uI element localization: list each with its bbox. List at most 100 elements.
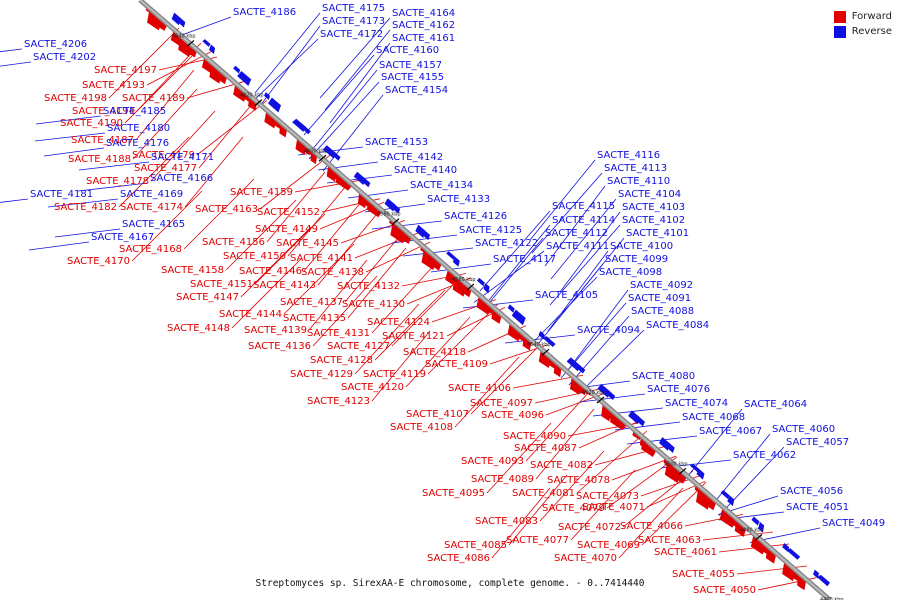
reverse-gene-label: SACTE_4165 bbox=[122, 219, 185, 230]
forward-gene-label: SACTE_4159 bbox=[230, 187, 293, 198]
forward-gene-label: SACTE_4152 bbox=[257, 207, 320, 218]
reverse-leader-line bbox=[28, 241, 90, 251]
reverse-leader-line bbox=[547, 250, 609, 332]
reverse-leader-line bbox=[479, 210, 551, 292]
reverse-gene-arrow bbox=[542, 336, 556, 347]
map-caption: Streptomyces sp. SirexAA-E chromosome, c… bbox=[255, 578, 645, 589]
reverse-leader-line bbox=[681, 408, 743, 484]
forward-leader-line bbox=[259, 154, 331, 210]
forward-gene-label: SACTE_4135 bbox=[283, 313, 346, 324]
reverse-leader-line bbox=[303, 54, 375, 136]
reverse-gene-arrow bbox=[538, 330, 545, 340]
forward-leader-line bbox=[374, 289, 446, 361]
legend-reverse: Reverse bbox=[833, 24, 892, 39]
reverse-gene-label: SACTE_4116 bbox=[597, 150, 660, 161]
forward-gene-label: SACTE_4174 bbox=[120, 202, 183, 213]
reverse-gene-arrow bbox=[727, 495, 735, 507]
forward-gene-label: SACTE_4130 bbox=[342, 299, 405, 310]
forward-gene-label: SACTE_4119 bbox=[363, 369, 426, 380]
forward-gene-label: SACTE_4146 bbox=[239, 266, 302, 277]
forward-leader-line bbox=[287, 185, 347, 257]
forward-gene-label: SACTE_4095 bbox=[422, 488, 485, 499]
forward-gene-label: SACTE_4143 bbox=[253, 280, 316, 291]
reverse-gene-label: SACTE_4155 bbox=[381, 72, 444, 83]
reverse-leader-line bbox=[77, 182, 149, 192]
reverse-gene-label: SACTE_4161 bbox=[392, 33, 455, 44]
reverse-gene-label: SACTE_4056 bbox=[780, 486, 843, 497]
reverse-gene-label: SACTE_4110 bbox=[607, 176, 670, 187]
forward-gene-label: SACTE_4124 bbox=[367, 317, 430, 328]
forward-leader-line bbox=[405, 316, 471, 388]
reverse-gene-arrow bbox=[329, 150, 341, 161]
forward-gene-label: SACTE_4063 bbox=[638, 535, 701, 546]
reverse-leader-line bbox=[614, 421, 681, 431]
reverse-leader-line bbox=[78, 161, 150, 171]
forward-gene-label: SACTE_4087 bbox=[514, 443, 577, 454]
forward-leader-line bbox=[535, 408, 595, 480]
forward-gene-label: SACTE_4079 bbox=[542, 503, 605, 514]
reverse-gene-label: SACTE_4162 bbox=[392, 20, 455, 31]
tick-label: 4580 kbp bbox=[377, 212, 401, 218]
forward-leader-line bbox=[308, 259, 368, 331]
reverse-leader-line bbox=[322, 94, 384, 172]
reverse-gene-label: SACTE_4051 bbox=[786, 502, 849, 513]
reverse-gene-arrow bbox=[758, 521, 765, 533]
forward-gene-label: SACTE_4158 bbox=[161, 265, 224, 276]
reverse-gene-label: SACTE_4057 bbox=[786, 437, 849, 448]
tick-label: 4480 kbp bbox=[740, 527, 764, 533]
forward-leader-line bbox=[266, 171, 326, 243]
reverse-gene-label: SACTE_4115 bbox=[552, 201, 615, 212]
reverse-leader-line bbox=[473, 250, 545, 303]
forward-gene-label: SACTE_4147 bbox=[176, 292, 239, 303]
forward-leader-line bbox=[254, 213, 326, 285]
reverse-gene-label: SACTE_4140 bbox=[394, 165, 457, 176]
reverse-gene-arrow bbox=[178, 17, 186, 28]
reverse-leader-line bbox=[0, 48, 23, 53]
reverse-gene-label: SACTE_4169 bbox=[120, 189, 183, 200]
tick-mark bbox=[596, 396, 605, 404]
reverse-leader-line bbox=[504, 334, 576, 344]
reverse-gene-label: SACTE_4134 bbox=[410, 180, 473, 191]
forward-gene-label: SACTE_4145 bbox=[276, 238, 339, 249]
forward-leader-line bbox=[618, 487, 684, 559]
reverse-leader-line bbox=[560, 302, 627, 379]
tick-mark bbox=[678, 467, 687, 475]
reverse-gene-label: SACTE_4102 bbox=[622, 215, 685, 226]
forward-gene-label: SACTE_4128 bbox=[310, 355, 373, 366]
forward-gene-label: SACTE_4066 bbox=[620, 521, 683, 532]
reverse-leader-line bbox=[559, 211, 621, 293]
legend-forward-label: Forward bbox=[851, 11, 892, 22]
forward-gene-arrow bbox=[641, 438, 657, 457]
forward-swatch bbox=[833, 10, 846, 23]
forward-leader-line bbox=[240, 226, 312, 298]
forward-gene-label: SACTE_4179 bbox=[132, 150, 195, 161]
forward-gene-label: SACTE_4120 bbox=[341, 382, 404, 393]
reverse-gene-label: SACTE_4133 bbox=[427, 194, 490, 205]
reverse-gene-label: SACTE_4103 bbox=[622, 202, 685, 213]
forward-gene-label: SACTE_4096 bbox=[481, 410, 544, 421]
reverse-gene-arrow bbox=[786, 548, 801, 560]
reverse-gene-arrow bbox=[511, 309, 526, 326]
reverse-leader-line bbox=[347, 189, 409, 199]
reverse-gene-arrow bbox=[209, 44, 216, 55]
forward-gene-label: SACTE_4197 bbox=[94, 65, 157, 76]
reverse-gene-label: SACTE_4166 bbox=[150, 173, 213, 184]
forward-leader-line bbox=[391, 275, 463, 347]
reverse-leader-line bbox=[402, 247, 474, 257]
forward-gene-label: SACTE_4078 bbox=[547, 475, 610, 486]
forward-gene-label: SACTE_4109 bbox=[425, 359, 488, 370]
reverse-gene-label: SACTE_4080 bbox=[632, 371, 695, 382]
reverse-gene-label: SACTE_4062 bbox=[733, 450, 796, 461]
gene-labels: SACTE_4197 SACTE_4193 SACTE_4198 SACTE_4189… bbox=[24, 3, 885, 596]
forward-gene-label: SACTE_4170 bbox=[67, 256, 130, 267]
forward-leader-line bbox=[344, 231, 404, 303]
forward-gene-label: SACTE_4193 bbox=[82, 80, 145, 91]
reverse-gene-label: SACTE_4206 bbox=[24, 39, 87, 50]
forward-gene-label: SACTE_4107 bbox=[406, 409, 469, 420]
reverse-gene-arrow bbox=[391, 203, 401, 214]
forward-gene-label: SACTE_4077 bbox=[506, 535, 569, 546]
reverse-gene-label: SACTE_4117 bbox=[493, 254, 556, 265]
reverse-gene-label: SACTE_4084 bbox=[646, 320, 709, 331]
reverse-gene-label: SACTE_4175 bbox=[322, 3, 385, 14]
